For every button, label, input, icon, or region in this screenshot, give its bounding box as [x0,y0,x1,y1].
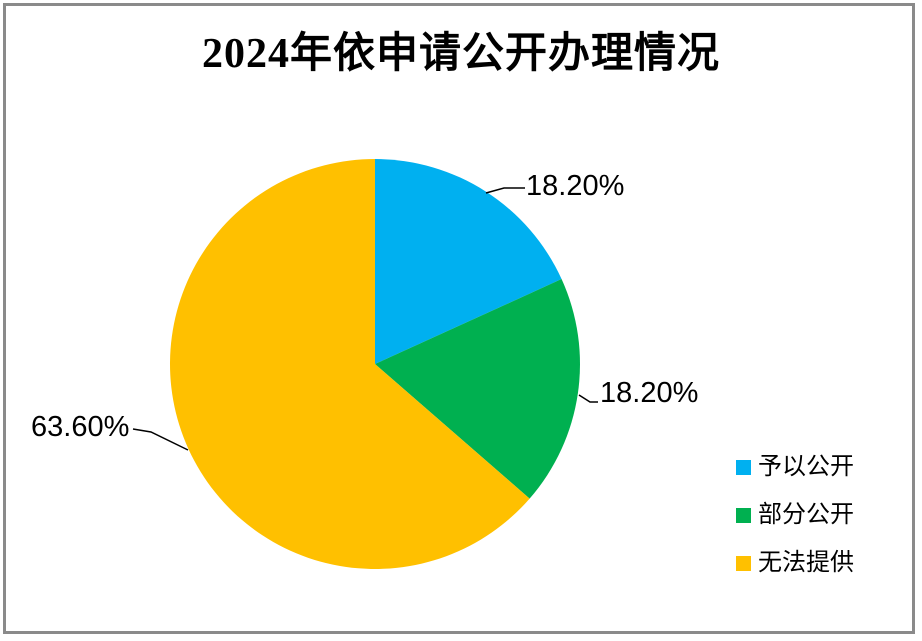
legend-label-3: 无法提供 [758,550,854,576]
leader-line-slice-1 [485,187,525,194]
leader-line-slice-3 [132,428,189,451]
pie-slice-3 [169,159,530,569]
pie-slice-1 [375,159,562,364]
pie-slices-group [169,159,580,569]
legend-swatch-blue [736,459,751,475]
leader-line-slice-2 [578,394,598,403]
legend-swatch-yellow [736,555,751,571]
data-label-slice-2: 18.20% [600,377,699,409]
chart-legend: 予以公开 部分公开 无法提供 [736,454,854,576]
legend-label-2: 部分公开 [758,502,854,528]
pie-slice-2 [375,279,580,499]
data-label-slice-1: 18.20% [526,170,625,202]
legend-item-3: 无法提供 [736,550,854,576]
data-label-slice-3: 63.60% [31,411,130,443]
legend-item-1: 予以公开 [736,454,854,480]
legend-swatch-green [736,507,751,523]
chart-title: 2024年依申请公开办理情况 [201,31,720,77]
legend-label-1: 予以公开 [758,454,854,480]
legend-item-2: 部分公开 [736,502,854,528]
